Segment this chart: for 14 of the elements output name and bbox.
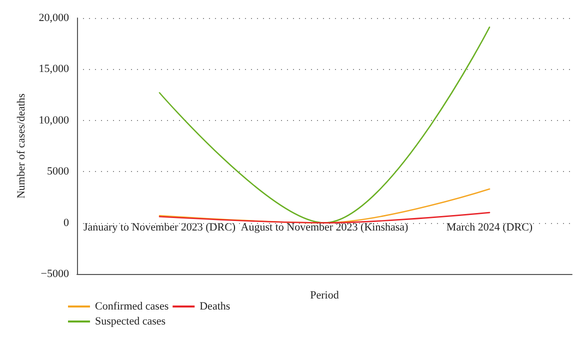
- y-tick-label: 20,000: [38, 12, 70, 24]
- legend-label: Deaths: [200, 300, 230, 312]
- y-tick-label: 10,000: [38, 114, 70, 126]
- y-tick-label: 5000: [47, 166, 70, 178]
- y-tick-label: 15,000: [38, 63, 70, 76]
- x-axis-title: Period: [310, 290, 340, 302]
- y-tick-label: 0: [64, 216, 70, 229]
- x-tick-label: August to November 2023 (Kinshasa): [240, 222, 409, 234]
- legend-label: Suspected cases: [95, 316, 166, 328]
- x-tick-label: March 2024 (DRC): [446, 222, 533, 234]
- x-tick-label: January to November 2023 (DRC): [83, 222, 236, 234]
- legend-label: Confirmed cases: [95, 300, 169, 312]
- y-axis-title: Number of cases/deaths: [16, 93, 28, 199]
- y-tick-label: −5000: [40, 268, 70, 280]
